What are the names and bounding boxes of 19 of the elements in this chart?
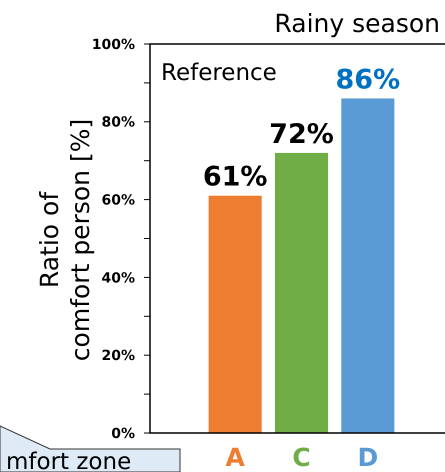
y-axis-title: Ratio of comfort person [%] — [35, 118, 95, 362]
bar — [208, 196, 262, 433]
data-label: 86% — [336, 64, 400, 96]
y-tick-label: 20% — [101, 348, 135, 364]
text: mfort zone — [6, 449, 132, 472]
y-tick-label: 0% — [111, 426, 135, 442]
x-tick-label: A — [225, 443, 246, 472]
data-label: 61% — [202, 162, 268, 193]
y-tick-label: 40% — [101, 270, 135, 286]
bar — [274, 152, 328, 433]
y-tick-label: 60% — [101, 192, 135, 208]
chart-title: Rainy season — [274, 9, 440, 38]
data-label: 72% — [269, 118, 334, 150]
bar — [341, 98, 394, 433]
annotation: Reference — [161, 60, 277, 86]
y-tick-label: 80% — [101, 114, 135, 131]
x-tick-label: C — [292, 443, 311, 472]
x-tick-label: D — [357, 443, 378, 472]
y-tick-label: 100% — [92, 36, 135, 53]
